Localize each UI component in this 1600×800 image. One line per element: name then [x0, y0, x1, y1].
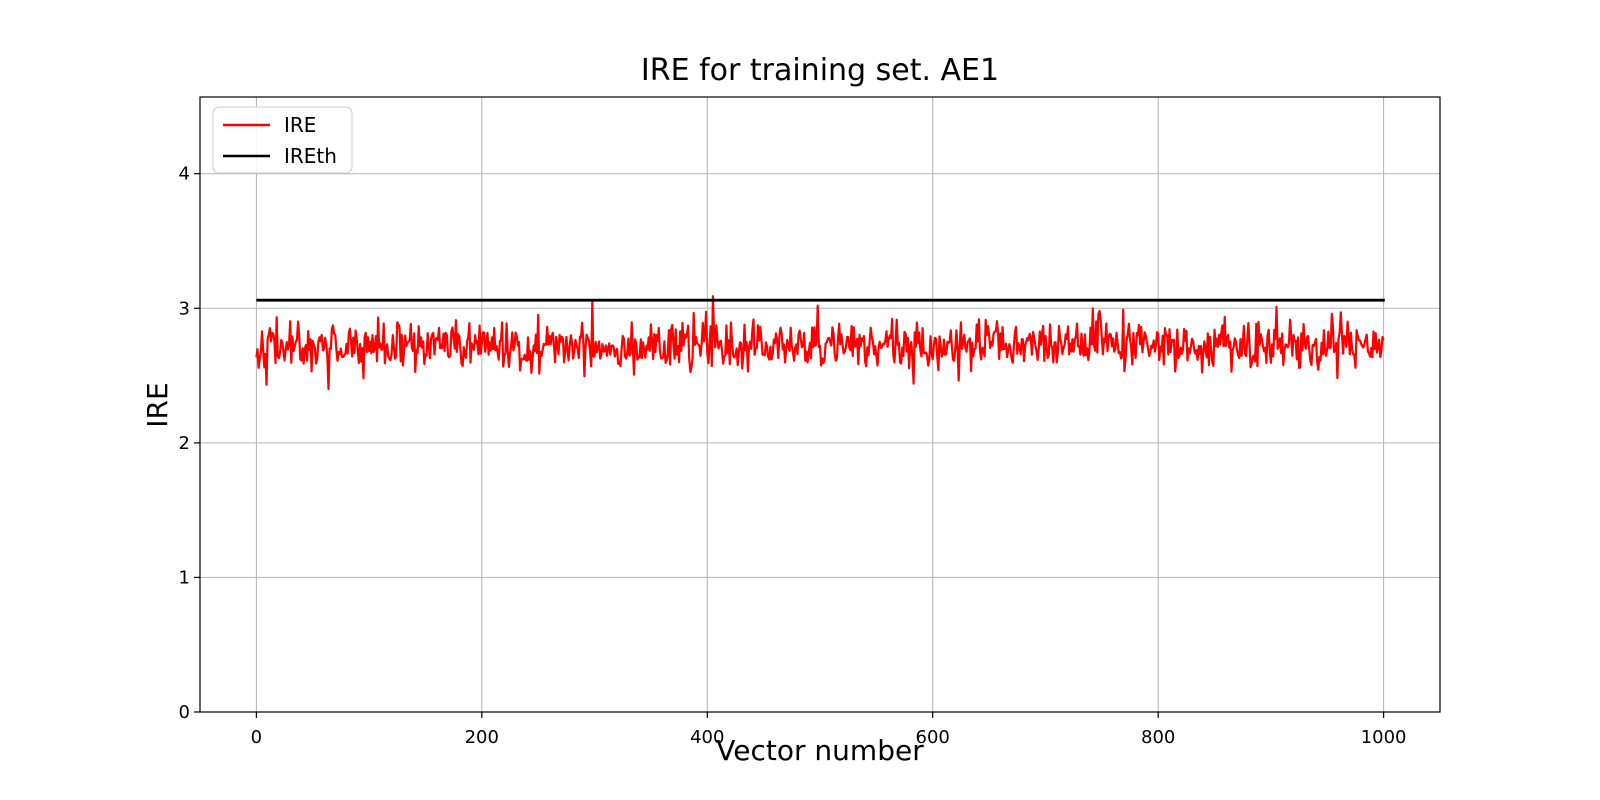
plot-border [199, 96, 1441, 713]
y-tick-label-2: 2 [179, 433, 190, 454]
y-tick-label-1: 1 [179, 567, 190, 588]
tick-labels: 0 200 400 600 800 1000 0 1 2 3 4 [179, 164, 1407, 748]
y-tick-label-0: 0 [179, 702, 190, 723]
legend: IRE IREth [212, 106, 353, 174]
grid-lines [200, 97, 1440, 713]
y-tick-label-4: 4 [179, 164, 190, 185]
axis-ticks [194, 173, 1385, 718]
x-tick-label-400: 400 [690, 727, 724, 748]
x-tick-label-600: 600 [916, 727, 950, 748]
x-tick-label-1000: 1000 [1361, 727, 1407, 748]
x-axis-label: Vector number [716, 734, 924, 767]
chart-title: IRE for training set. AE1 [641, 53, 999, 88]
x-tick-label-200: 200 [465, 727, 499, 748]
legend-ire-label: IRE [284, 113, 316, 137]
ire-series-line [255, 295, 1385, 391]
series-layer [255, 295, 1385, 391]
x-tick-label-0: 0 [251, 727, 262, 748]
y-axis-label: IRE [141, 382, 174, 427]
y-tick-label-3: 3 [179, 298, 190, 319]
legend-ireth-label: IREth [284, 144, 337, 168]
x-tick-label-800: 800 [1141, 727, 1175, 748]
